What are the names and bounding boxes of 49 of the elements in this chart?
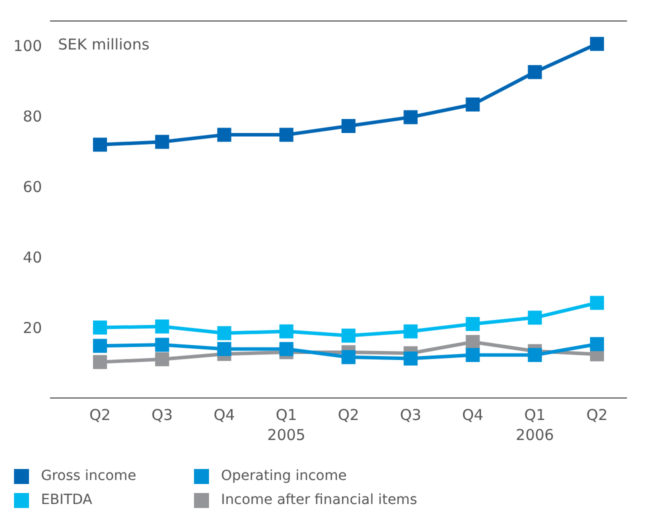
x-tick-label: Q2 [586,406,608,424]
point [528,310,542,325]
x-tick-label: Q4 [462,406,484,424]
x-tick-label: Q1 2006 [516,406,554,444]
y-tick-label: 100 [13,36,42,55]
point [590,36,604,51]
point [217,128,232,142]
point [155,319,170,334]
point [93,138,107,152]
point [155,338,170,352]
point [590,337,604,352]
point [217,342,232,356]
point [217,326,232,340]
point [466,348,480,362]
point [342,350,356,364]
point [93,320,107,335]
point [279,324,294,338]
point [342,118,356,133]
point [466,334,480,349]
point [279,342,294,356]
point [466,98,480,112]
point [155,352,170,366]
legend-label: Operating income [221,468,347,484]
point [590,296,604,310]
point [528,65,542,80]
point [404,324,418,338]
x-tick-label: Q2 [338,406,360,424]
x-tick-label: Q3 [151,406,173,424]
legend-label: EBITDA [41,492,92,508]
y-tick-label: 60 [22,178,42,196]
x-tick-label: Q3 [400,406,422,424]
point [404,352,418,366]
point [342,328,356,343]
y-axis-title: SEK millions [58,36,150,54]
x-tick-label: Q4 [214,406,235,424]
x-tick-label: Q2 [89,406,111,424]
point [93,338,107,353]
point [155,134,170,149]
point [279,128,294,142]
point [528,348,542,362]
y-tick-label: 20 [22,318,42,337]
legend-label: Gross income [41,468,136,484]
point [466,317,480,332]
y-tick-label: 40 [22,248,42,266]
legend-label: Income after financial items [221,492,418,508]
x-tick-label: Q1 2005 [267,406,306,444]
y-tick-label: 80 [22,107,42,126]
point [404,110,418,124]
point [93,355,107,370]
